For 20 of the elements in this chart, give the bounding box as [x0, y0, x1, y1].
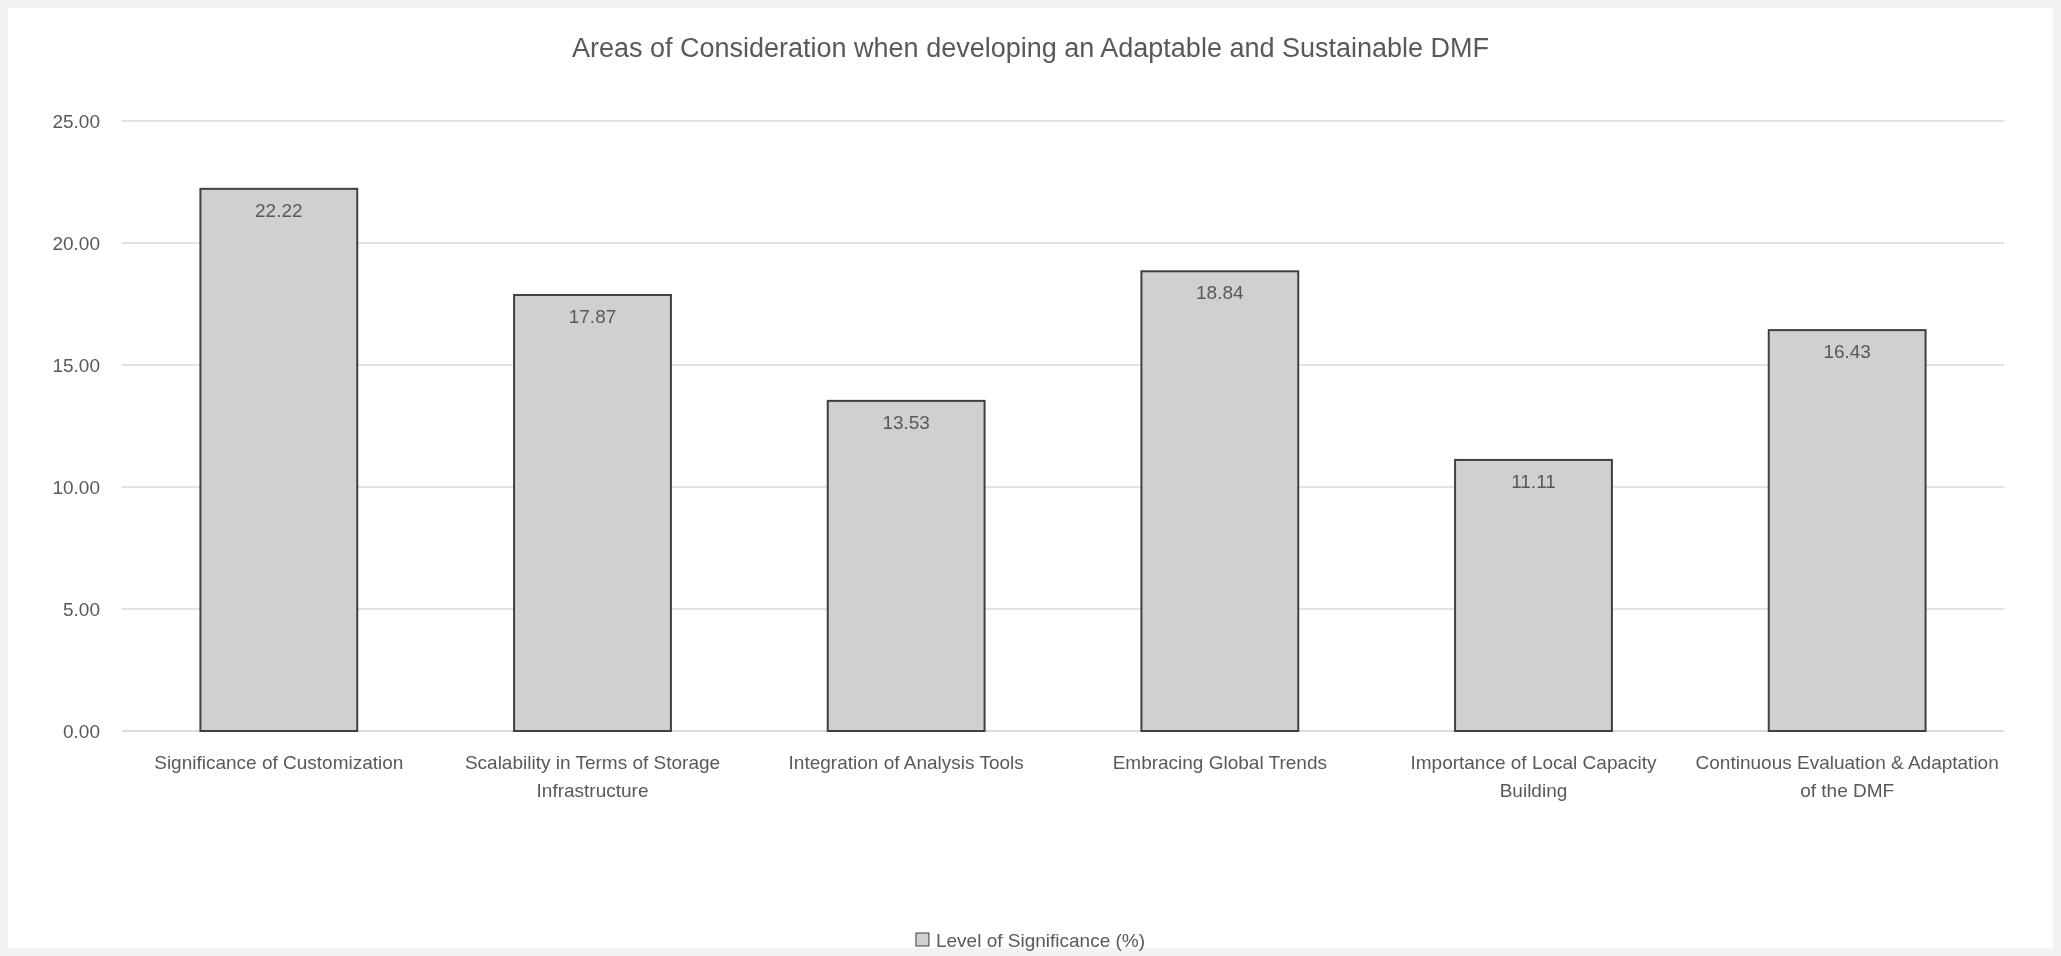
- y-tick-label: 15.00: [52, 354, 100, 376]
- x-tick-label: Importance of Local Capacity Building: [1410, 752, 1658, 801]
- chart-title: Areas of Consideration when developing an Adaptable and Sustainable DMF: [571, 33, 1490, 63]
- data-label: 18.84: [1196, 282, 1245, 304]
- y-tick-label: 25.00: [52, 110, 100, 132]
- x-tick-label: Embracing Global Trends: [1112, 752, 1328, 773]
- data-label: 11.11: [1511, 470, 1556, 492]
- data-label: 13.53: [882, 411, 930, 433]
- x-tick-label: Scalability in Terms of Storage Infrastructure: [464, 752, 721, 801]
- x-tick-label: Integration of Analysis Tools: [788, 752, 1024, 773]
- y-tick-label: 20.00: [52, 232, 100, 254]
- x-tick-label: Significance of Customization: [154, 752, 404, 773]
- y-tick-label: 5.00: [63, 598, 100, 620]
- data-label: 16.43: [1823, 341, 1871, 363]
- y-tick-label: 10.00: [52, 476, 100, 498]
- y-tick-label: 0.00: [63, 720, 100, 742]
- data-label: 17.87: [568, 305, 617, 327]
- x-tick-label: Continuous Evaluation & Adaptation of the DMF: [1695, 752, 1999, 801]
- legend-label: Level of Significance (%): [935, 930, 1146, 951]
- data-label: 22.22: [255, 199, 303, 221]
